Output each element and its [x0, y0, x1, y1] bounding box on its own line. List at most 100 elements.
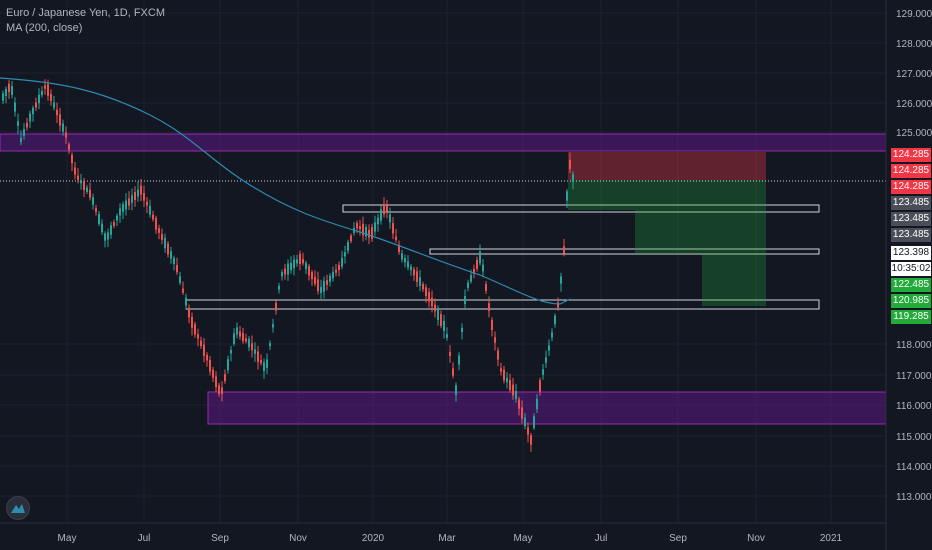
candle-body [443, 320, 445, 332]
candle-body [329, 275, 331, 282]
candle-body [287, 263, 289, 275]
candle-body [131, 195, 133, 203]
candle-body [560, 276, 562, 284]
candle-body [98, 213, 100, 225]
candle-body [392, 223, 394, 234]
candle-body [323, 280, 325, 292]
candle-body [320, 287, 322, 293]
candle-body [20, 137, 22, 143]
candle-body [17, 121, 19, 126]
candle-body [401, 253, 403, 260]
candle-body [107, 232, 109, 240]
candle-body [317, 279, 319, 292]
candle-body [230, 349, 232, 354]
candle-body [152, 214, 154, 220]
candle-body [233, 333, 235, 344]
candle-body [101, 223, 103, 233]
candle-body [53, 102, 55, 108]
indicator-title[interactable]: MA (200, close) [6, 22, 83, 34]
candle-body [155, 217, 157, 230]
candle-body [557, 302, 559, 308]
level-box-1[interactable] [342, 204, 820, 213]
candle-body [344, 252, 346, 257]
candle-body [2, 93, 4, 101]
candle-body [14, 102, 16, 112]
price-tag: 123.485 [891, 228, 931, 242]
candle-body [464, 296, 466, 304]
candle-body [38, 94, 40, 104]
candle-body [572, 174, 574, 182]
candle-body [116, 215, 118, 221]
candle-body [119, 208, 121, 216]
candle-body [497, 350, 499, 360]
candle-body [473, 268, 475, 274]
price-tick-label: 125.000 [896, 128, 932, 139]
candle-body [26, 122, 28, 128]
candle-body [500, 368, 502, 372]
candle-body [512, 384, 514, 396]
candle-body [386, 205, 388, 212]
candle-body [548, 345, 550, 351]
candle-body [296, 259, 298, 264]
candle-body [533, 416, 535, 428]
moving-average-line[interactable] [0, 77, 571, 305]
candle-body [95, 208, 97, 212]
candle-body [521, 407, 523, 419]
candle-body [182, 288, 184, 293]
candle-body [461, 327, 463, 333]
price-tick-label: 113.000 [896, 492, 932, 503]
candle-body [542, 369, 544, 375]
candle-body [110, 225, 112, 235]
take-profit-zone-3[interactable] [702, 254, 766, 306]
time-tick-label: Jul [138, 533, 151, 544]
candle-body [413, 269, 415, 276]
candle-body [236, 327, 238, 335]
price-axis[interactable]: 129.000 128.000 127.000 126.000 125.000 118.0… [896, 9, 932, 503]
candlestick-series[interactable] [2, 79, 574, 452]
candle-body [545, 357, 547, 363]
candle-body [356, 223, 358, 229]
time-tick-label: Nov [289, 533, 307, 544]
candle-body [221, 387, 223, 394]
price-tag: 120.985 [891, 294, 931, 308]
candle-body [446, 334, 448, 338]
candle-body [32, 107, 34, 115]
candle-body [485, 284, 487, 291]
candle-body [434, 304, 436, 312]
candle-body [305, 262, 307, 270]
take-profit-zone-2[interactable] [635, 210, 766, 254]
time-tick-label: Sep [669, 533, 687, 544]
candle-body [365, 226, 367, 237]
symbol-title[interactable]: Euro / Japanese Yen, 1D, FXCM [6, 7, 165, 19]
price-tick-label: 116.000 [896, 401, 932, 412]
price-tag: 10:35:02 [891, 262, 931, 276]
candle-body [158, 228, 160, 233]
tradingview-logo-icon[interactable] [6, 496, 30, 520]
candle-body [482, 264, 484, 272]
candle-body [539, 380, 541, 392]
candle-body [332, 271, 334, 279]
take-profit-zone-1[interactable] [568, 180, 766, 210]
candle-body [242, 332, 244, 342]
candle-body [218, 385, 220, 394]
support-zone[interactable] [207, 391, 887, 425]
price-tick-label: 114.000 [896, 462, 932, 473]
candle-body [314, 276, 316, 284]
level-box-2[interactable] [429, 248, 820, 255]
candle-body [536, 398, 538, 410]
time-axis[interactable]: May Jul Sep Nov 2020 Mar May Jul Sep Nov 2021 [58, 533, 843, 544]
candle-body [311, 272, 313, 280]
candle-body [179, 276, 181, 283]
candle-body [23, 129, 25, 136]
stop-loss-zone[interactable] [568, 152, 766, 180]
candle-body [197, 334, 199, 339]
candle-body [140, 185, 142, 195]
candle-body [209, 359, 211, 372]
time-tick-label: Jul [595, 533, 608, 544]
resistance-zone[interactable] [0, 133, 887, 152]
candle-body [137, 189, 139, 197]
candle-body [479, 251, 481, 264]
candle-body [350, 235, 352, 242]
candle-body [164, 237, 166, 249]
